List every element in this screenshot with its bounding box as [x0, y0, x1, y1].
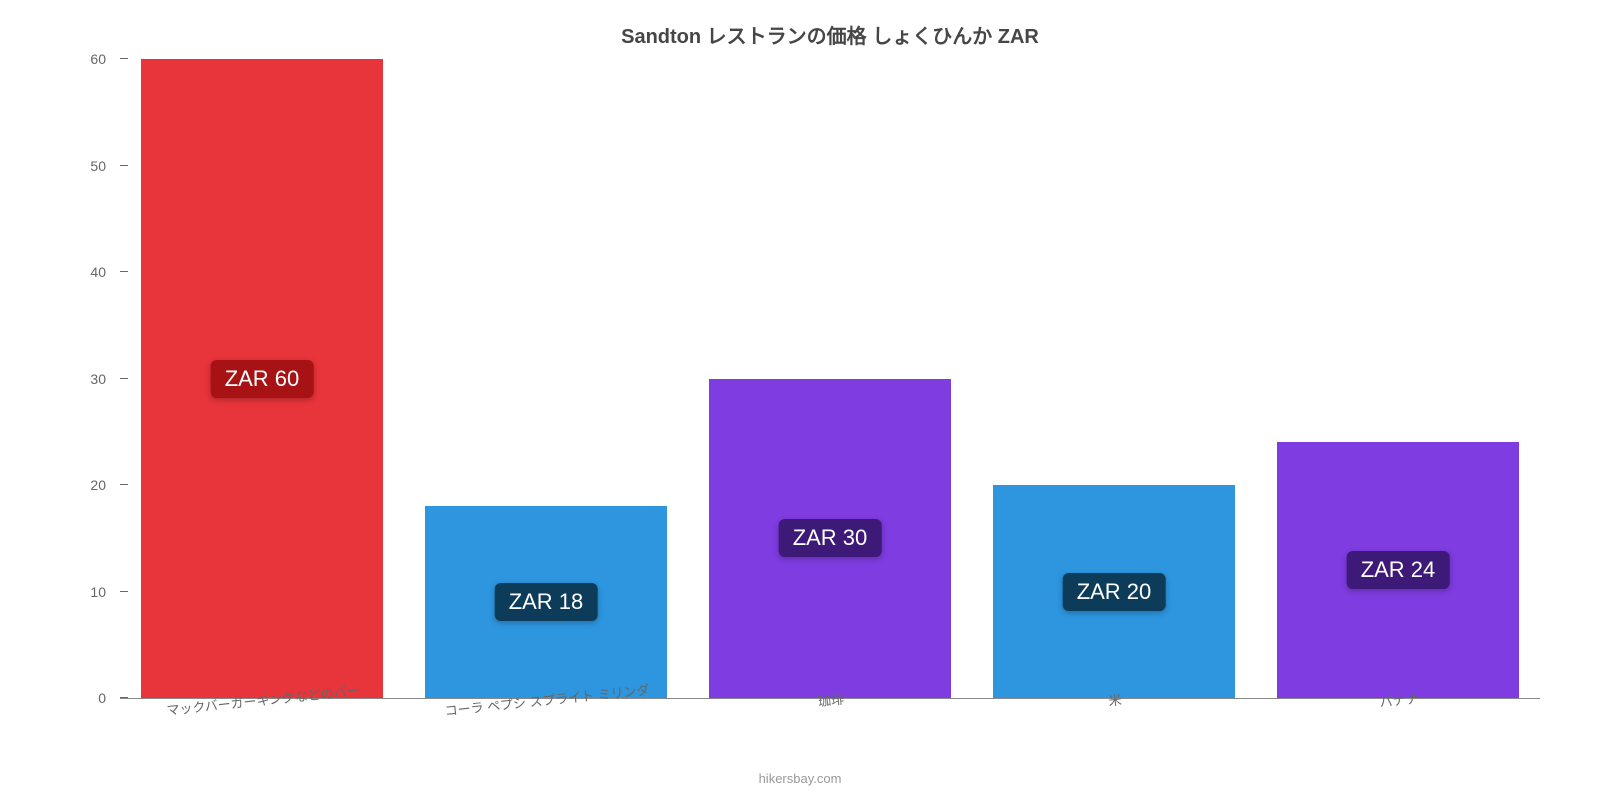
- chart-source: hikersbay.com: [0, 771, 1600, 786]
- bar-slot: ZAR 60: [120, 59, 404, 698]
- bar-value-label: ZAR 20: [1063, 573, 1166, 611]
- bar-slot: ZAR 20: [972, 59, 1256, 698]
- bar: ZAR 60: [141, 59, 382, 698]
- y-tick-label: 30: [90, 371, 106, 387]
- y-tick-label: 50: [90, 158, 106, 174]
- price-bar-chart: Sandton レストランの価格 しょくひんか ZAR 0 10 20 30 40 50 6…: [0, 0, 1600, 800]
- bar: ZAR 18: [425, 506, 666, 698]
- bar-slot: ZAR 24: [1256, 59, 1540, 698]
- plot-area: 0102030405060 ZAR 60ZAR 18ZAR 30ZAR 20ZA…: [120, 59, 1540, 699]
- y-tick-label: 10: [90, 584, 106, 600]
- y-tick-label: 60: [90, 51, 106, 67]
- bar-value-label: ZAR 24: [1347, 551, 1450, 589]
- bar-slot: ZAR 30: [688, 59, 972, 698]
- chart-title: Sandton レストランの価格 しょくひんか ZAR: [120, 20, 1540, 49]
- y-tick-label: 40: [90, 264, 106, 280]
- y-tick-label: 0: [98, 690, 106, 706]
- x-axis-labels: マックバーガーキングなどのバーコーラ ペプシ スプライト ミリンダ珈琲米バナナ: [120, 690, 1540, 709]
- bar-value-label: ZAR 18: [495, 583, 598, 621]
- bar: ZAR 24: [1277, 442, 1518, 698]
- bar-value-label: ZAR 60: [211, 360, 314, 398]
- bars-group: ZAR 60 ZAR 18 ZAR 30 ZAR 20 ZAR 24: [120, 59, 1540, 698]
- bar-value-label: ZAR 30: [779, 519, 882, 557]
- y-tick-label: 20: [90, 477, 106, 493]
- bar: ZAR 20: [993, 485, 1234, 698]
- bar: ZAR 30: [709, 379, 950, 699]
- bar-slot: ZAR 18: [404, 59, 688, 698]
